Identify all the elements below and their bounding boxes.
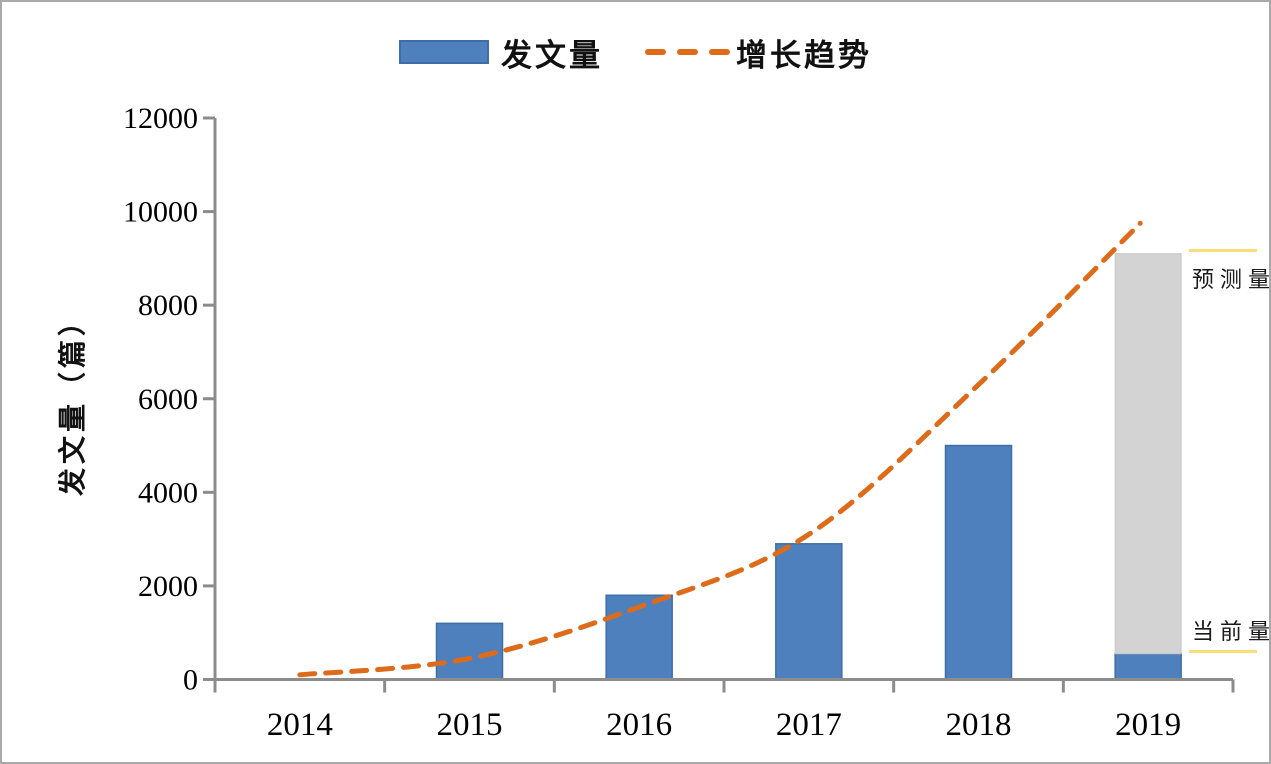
forecast-bar-2019 [1114,253,1182,655]
y-tick-label-10000: 10000 [123,196,198,229]
legend-label-trend: 增长趋势 [736,37,872,73]
bar-series-swatch [399,40,489,64]
legend-item-publications: 发文量 [399,30,603,75]
forecast-marker-line [1189,249,1257,252]
x-tick-label-2018: 2018 [946,707,1012,743]
x-tick-label-2017: 2017 [776,707,842,743]
dash-segment-icon [677,49,698,55]
x-tick-label-2014: 2014 [267,707,333,743]
y-tick-label-4000: 4000 [138,476,198,509]
y-tick-label-0: 0 [183,664,198,697]
y-tick-label-12000: 12000 [123,102,198,135]
y-tick-label-2000: 2000 [138,570,198,603]
current-annotation: 当前量 [1192,619,1271,644]
legend-label-publications: 发文量 [501,37,603,73]
legend-item-trend: 增长趋势 [645,30,872,75]
dash-segment-icon [709,49,730,55]
dash-segment-icon [645,49,666,55]
bar-2017 [775,543,843,681]
y-tick-label-8000: 8000 [138,289,198,322]
x-tick-label-2016: 2016 [606,707,672,743]
y-axis-title: 发文量（篇） [57,304,88,497]
forecast-annotation: 预测量 [1192,267,1271,292]
trend-series-swatch [645,49,730,55]
bar-2019 [1114,653,1182,681]
bar-2018 [944,444,1013,681]
x-tick-label-2019: 2019 [1115,707,1181,743]
current-marker-line [1189,650,1257,653]
trend-line [297,220,1143,678]
y-tick-label-6000: 6000 [138,383,198,416]
x-tick-label-2015: 2015 [437,707,503,743]
legend: 发文量 增长趋势 [399,30,872,74]
